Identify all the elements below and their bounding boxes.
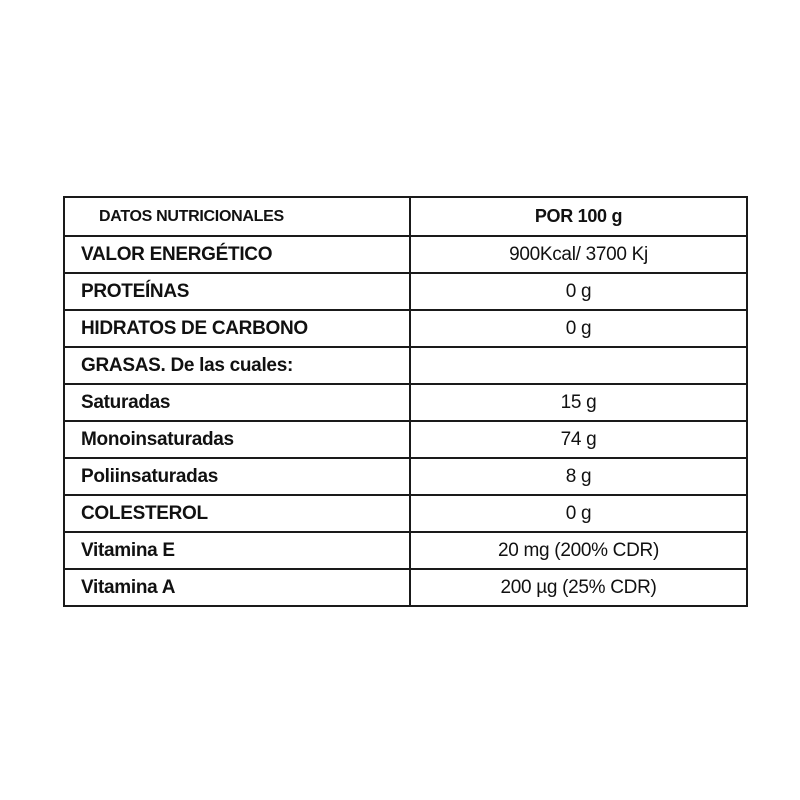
table-row: GRASAS. De las cuales: — [63, 346, 748, 385]
row-value: 8 g — [409, 457, 748, 496]
row-label: Monoinsaturadas — [63, 420, 411, 459]
row-value — [409, 346, 748, 385]
row-value: 0 g — [409, 494, 748, 533]
row-value: 200 µg (25% CDR) — [409, 568, 748, 607]
row-label: Poliinsaturadas — [63, 457, 411, 496]
row-label: HIDRATOS DE CARBONO — [63, 309, 411, 348]
header-label: DATOS NUTRICIONALES — [63, 196, 411, 237]
table-row: PROTEÍNAS 0 g — [63, 272, 748, 311]
header-value: POR 100 g — [409, 196, 748, 237]
table-row: VALOR ENERGÉTICO 900Kcal/ 3700 Kj — [63, 235, 748, 274]
row-label: Saturadas — [63, 383, 411, 422]
row-label: PROTEÍNAS — [63, 272, 411, 311]
row-value: 15 g — [409, 383, 748, 422]
row-label: Vitamina E — [63, 531, 411, 570]
table-row: COLESTEROL 0 g — [63, 494, 748, 533]
row-value: 0 g — [409, 272, 748, 311]
row-value: 900Kcal/ 3700 Kj — [409, 235, 748, 274]
table-row: Vitamina E 20 mg (200% CDR) — [63, 531, 748, 570]
nutrition-table: DATOS NUTRICIONALES POR 100 g VALOR ENER… — [63, 196, 748, 607]
row-value: 0 g — [409, 309, 748, 348]
table-row: Vitamina A 200 µg (25% CDR) — [63, 568, 748, 607]
table-row: HIDRATOS DE CARBONO 0 g — [63, 309, 748, 348]
row-label: COLESTEROL — [63, 494, 411, 533]
row-value: 74 g — [409, 420, 748, 459]
table-row: Poliinsaturadas 8 g — [63, 457, 748, 496]
row-label: GRASAS. De las cuales: — [63, 346, 411, 385]
table-row: Monoinsaturadas 74 g — [63, 420, 748, 459]
row-label: VALOR ENERGÉTICO — [63, 235, 411, 274]
table-row: Saturadas 15 g — [63, 383, 748, 422]
table-header-row: DATOS NUTRICIONALES POR 100 g — [63, 196, 748, 237]
row-label: Vitamina A — [63, 568, 411, 607]
row-value: 20 mg (200% CDR) — [409, 531, 748, 570]
